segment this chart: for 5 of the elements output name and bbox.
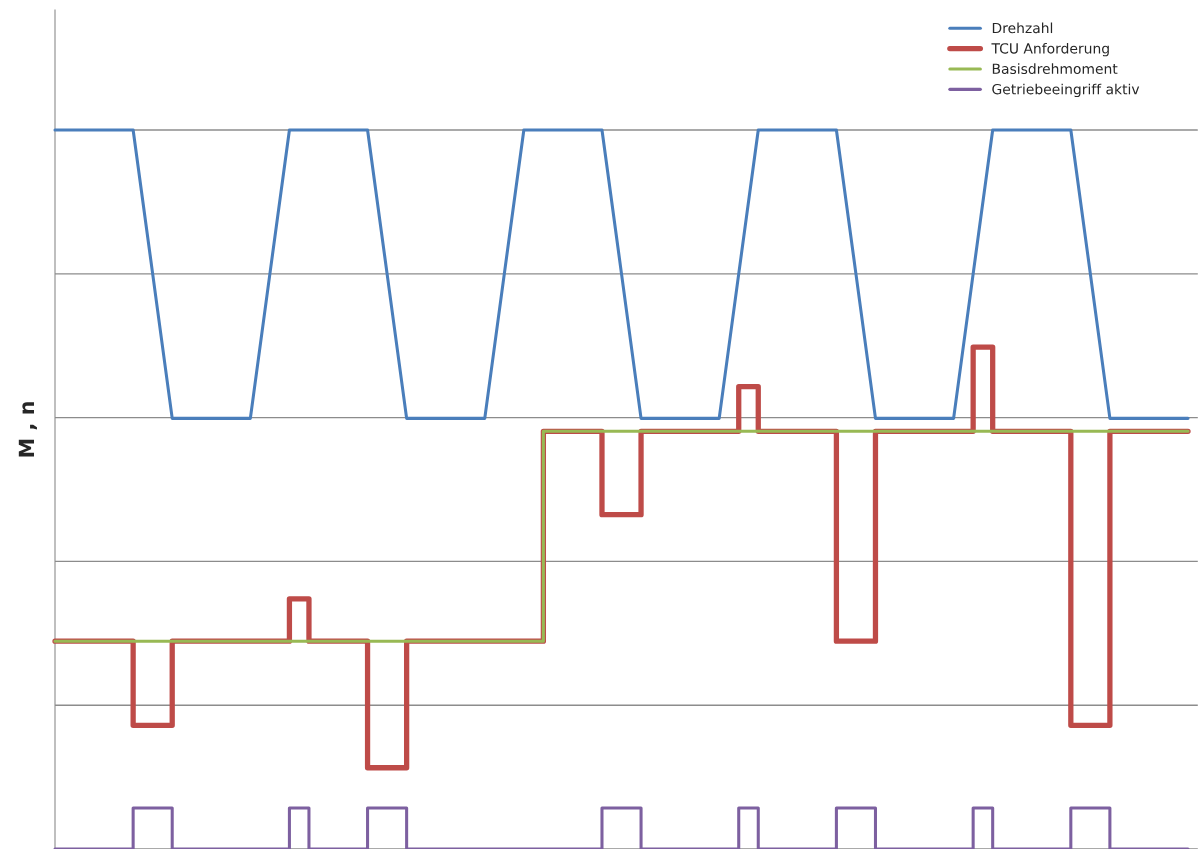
legend-label: Basisdrehmoment (992, 63, 1118, 75)
legend-label: TCU Anforderung (991, 42, 1109, 57)
legend-label: Drehzahl (992, 22, 1053, 34)
y-axis-title: M , n (18, 402, 37, 457)
legend-label: Getriebeeingriff aktiv (992, 83, 1140, 98)
